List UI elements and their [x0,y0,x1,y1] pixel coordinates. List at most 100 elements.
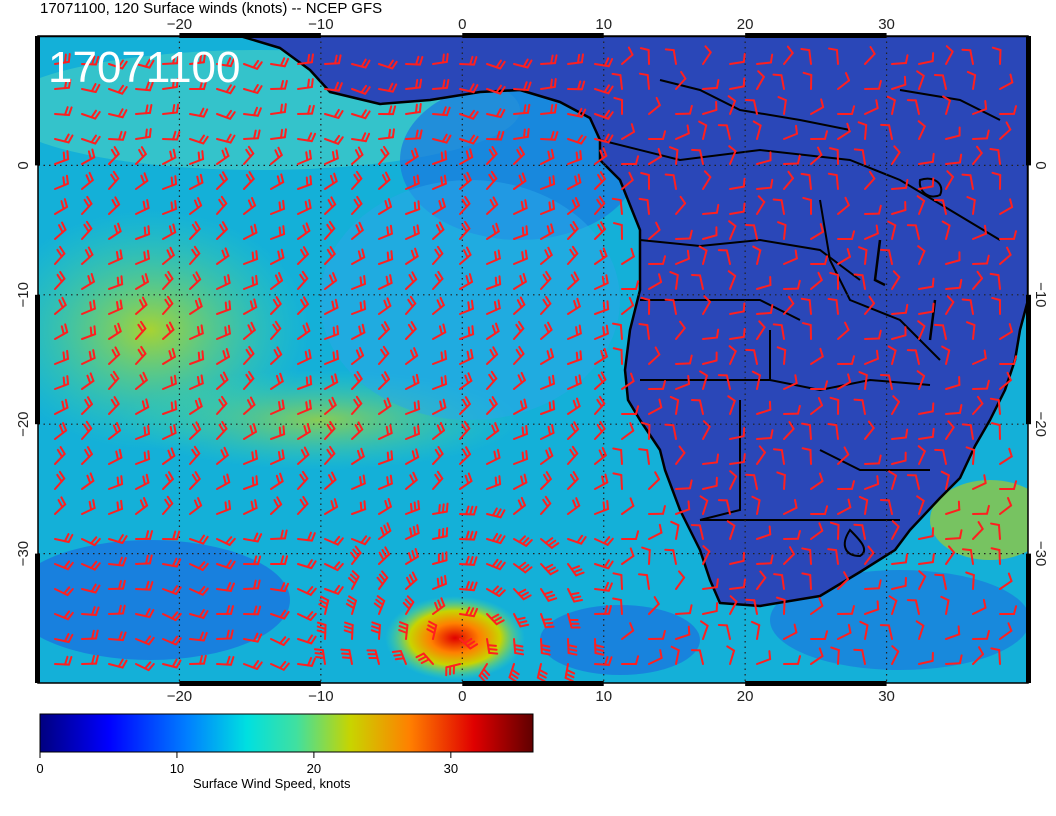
wind-barb [891,54,909,65]
wind-barb [54,296,67,315]
wind-barb [918,427,935,440]
wind-barb [459,134,479,145]
west-africa-coast [38,36,1028,608]
wind-barb [702,100,718,115]
wind-barb [567,297,581,315]
wind-barb [727,95,737,115]
wind-barb [486,396,498,415]
wind-barb [135,172,149,190]
wind-barb [81,560,101,571]
wind-barb [594,84,614,95]
wind-barb [783,295,795,315]
wind-barb [486,196,499,215]
wind-barb [405,55,424,66]
wind-barb [135,320,147,340]
wind-barb [432,349,448,365]
wind-barb [508,663,520,683]
wind-barb [54,560,74,571]
wind-barb [675,354,693,365]
wind-barb [857,121,868,140]
wind-barb [445,663,461,677]
wind-barb [81,83,101,94]
wind-barb [324,445,336,465]
wind-barb [702,351,718,365]
wind-barb [934,323,947,340]
wind-barb [486,146,498,165]
wind-barb [432,245,444,265]
wind-barb [664,298,677,315]
wind-barb [162,246,175,265]
wind-barb [756,400,772,415]
wind-barb [162,611,182,622]
wind-barb [772,323,785,340]
wind-barb [108,658,128,669]
wind-barb [54,52,71,65]
wind-barb [243,298,258,315]
wind-barb [405,373,420,390]
wind-barb [486,448,501,465]
wind-barb [702,295,712,315]
wind-barb [351,535,371,546]
wind-barb [810,647,824,665]
wind-barb [81,536,101,547]
wind-barb [351,474,366,490]
wind-barb [540,175,556,190]
wind-barb [699,495,709,515]
wind-barb [802,196,812,215]
wind-barb [648,346,661,365]
wind-barb [702,476,718,490]
wind-barb [941,345,951,365]
wind-barb [567,497,581,515]
wind-barb [594,147,608,165]
wind-barb [189,245,201,265]
run-stamp: 17071100 [48,43,241,92]
wind-barb [162,424,177,440]
wind-barb [648,380,666,390]
wind-barb [108,84,128,95]
wind-barb [638,573,650,590]
wind-barb [108,422,122,440]
wind-barb [756,195,766,215]
wind-barb [189,221,201,240]
wind-barb [378,59,398,70]
wind-barb [810,347,824,365]
wind-barb [378,497,392,515]
wind-barb [853,398,866,415]
wind-barb [906,99,920,115]
wind-barb [486,322,500,340]
wind-barb [670,520,680,540]
wind-barb [918,277,935,290]
wind-barb [135,424,151,440]
wind-barb [351,371,363,390]
wind-barb [459,530,478,541]
wind-barb [830,646,840,665]
wind-barb [297,611,317,621]
country-borders [599,79,1001,558]
wind-barb [891,451,907,465]
wind-barb [891,428,909,440]
wind-barb [81,195,93,215]
lon-tick-label-top: 10 [595,16,612,33]
wind-barb [567,445,579,465]
wind-barb [324,498,339,515]
wind-barb [853,273,866,290]
wind-barb [324,535,344,546]
wind-barb [216,324,231,340]
wind-barb [402,595,415,615]
wind-barb [540,471,552,490]
wind-barb [945,420,955,440]
wind-barb [351,447,365,465]
wind-barb [405,129,423,140]
wind-barb [108,475,124,490]
wind-barb [918,651,934,665]
wind-barb [648,505,666,515]
wind-barb [351,347,365,365]
wind-barb [972,145,983,165]
wind-barb [486,130,505,141]
lon-tick-label-top: −10 [308,16,333,33]
wind-barb [513,613,530,628]
wind-barb [81,372,95,390]
wind-barb [756,151,772,165]
wind-barb [567,534,587,545]
wind-barb [378,145,390,165]
